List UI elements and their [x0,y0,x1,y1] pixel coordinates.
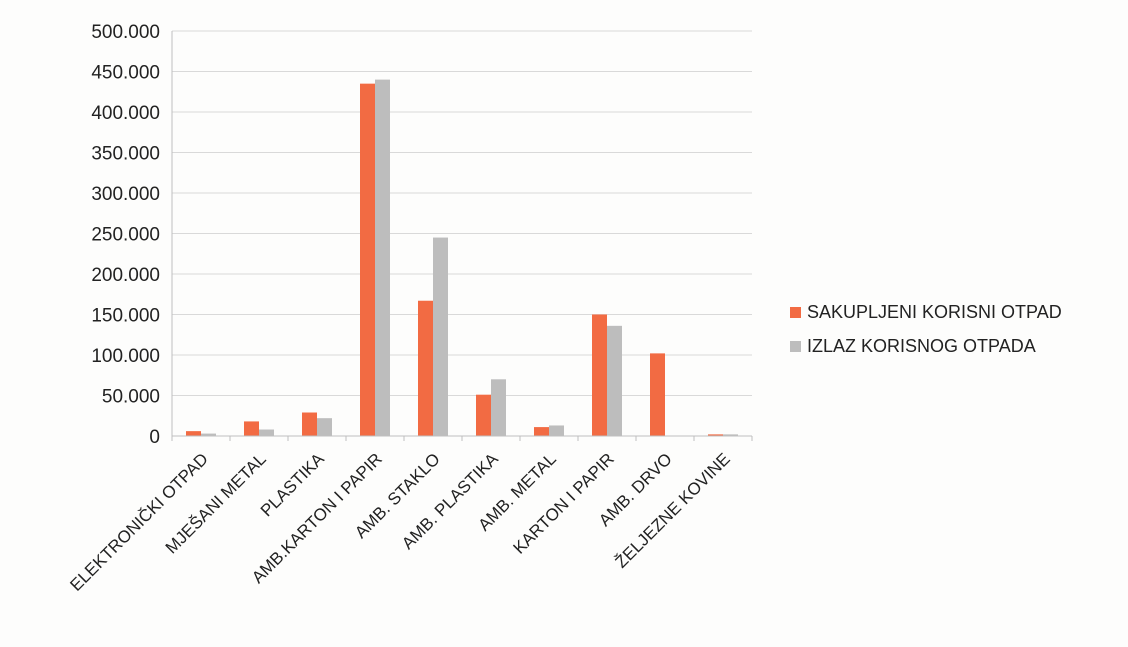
legend: SAKUPLJENI KORISNI OTPAD IZLAZ KORISNOG O… [790,302,1062,356]
x-tick-label: KARTON I PAPIR [510,449,618,557]
bar-izlaz-9 [723,434,738,436]
bars [186,79,738,437]
legend-swatch [790,307,801,318]
bar-sakupljeni-5 [476,394,491,436]
bar-sakupljeni-7 [592,314,607,436]
bar-izlaz-2 [317,418,332,436]
y-tick-label: 150.000 [91,306,160,327]
bar-sakupljeni-2 [302,412,317,436]
bar-sakupljeni-6 [534,427,549,436]
x-tick-label: AMB. PLASTIKA [398,449,502,553]
bar-izlaz-0 [201,433,216,436]
bar-izlaz-4 [433,237,448,436]
y-tick-label: 400.000 [91,103,160,124]
bar-sakupljeni-0 [186,431,201,436]
y-tick-label: 100.000 [91,346,160,367]
x-tick-label: ŽELJEZNE KOVINE [612,449,734,571]
y-tick-label: 50.000 [102,387,160,408]
y-tick-label: 0 [149,427,160,448]
y-axis-ticks: 0 50.000 100.000 150.000 200.000 250.000 300.0… [91,22,160,448]
legend-label: SAKUPLJENI KORISNI OTPAD [807,302,1062,322]
y-tick-label: 200.000 [91,265,160,286]
y-tick-label: 300.000 [91,184,160,205]
bar-sakupljeni-8 [650,353,665,436]
bar-izlaz-3 [375,79,390,436]
legend-swatch [790,341,801,352]
bar-sakupljeni-3 [360,83,375,437]
y-tick-label: 450.000 [91,63,160,84]
y-tick-label: 350.000 [91,144,160,165]
gridlines [172,30,752,396]
bar-izlaz-1 [259,429,274,436]
bar-izlaz-5 [491,379,506,436]
bar-sakupljeni-1 [244,421,259,436]
bar-izlaz-6 [549,425,564,436]
x-tick-label: MJEŠANI METAL [162,449,270,557]
bar-izlaz-7 [607,325,622,436]
y-tick-label: 500.000 [91,22,160,43]
bar-sakupljeni-4 [418,300,433,436]
legend-label: IZLAZ KORISNOG OTPADA [807,336,1036,356]
axes [171,31,753,441]
bar-sakupljeni-9 [708,434,723,436]
y-tick-label: 250.000 [91,225,160,246]
